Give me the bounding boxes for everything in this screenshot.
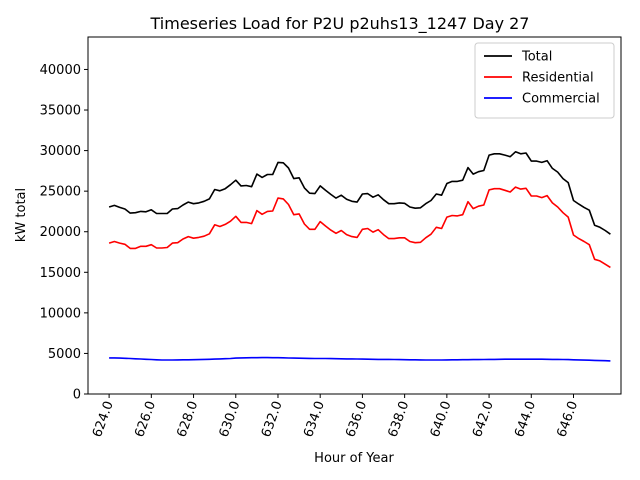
y-tick-label: 15000 [40, 266, 81, 281]
series-line-commercial [109, 356, 611, 362]
series-line-total [108, 151, 611, 235]
y-tick-label: 40000 [40, 63, 81, 78]
x-axis-label: Hour of Year [314, 451, 394, 466]
y-tick-label: 5000 [48, 347, 81, 362]
legend: Total Residential Commercial [474, 42, 615, 119]
plot-frame [87, 36, 622, 395]
legend-label-residential: Residential [522, 71, 594, 86]
y-tick-label: 35000 [40, 104, 81, 119]
legend-box [474, 42, 615, 119]
legend-label-total: Total [521, 50, 552, 65]
y-axis-label: kW total [14, 188, 29, 242]
y-tick-label: 25000 [40, 185, 81, 200]
y-tick-label: 10000 [40, 306, 81, 321]
plot-area [108, 151, 611, 362]
y-axis: 0 5000 10000 15000 20000 25000 30000 35000 40000 [40, 63, 88, 403]
y-tick-label: 0 [73, 388, 81, 403]
legend-label-commercial: Commercial [522, 92, 600, 107]
series-line-residential [108, 186, 611, 269]
y-tick-label: 30000 [40, 144, 81, 159]
y-tick-label: 20000 [40, 225, 81, 240]
chart-title: Timeseries Load for P2U p2uhs13_1247 Day… [150, 14, 530, 34]
